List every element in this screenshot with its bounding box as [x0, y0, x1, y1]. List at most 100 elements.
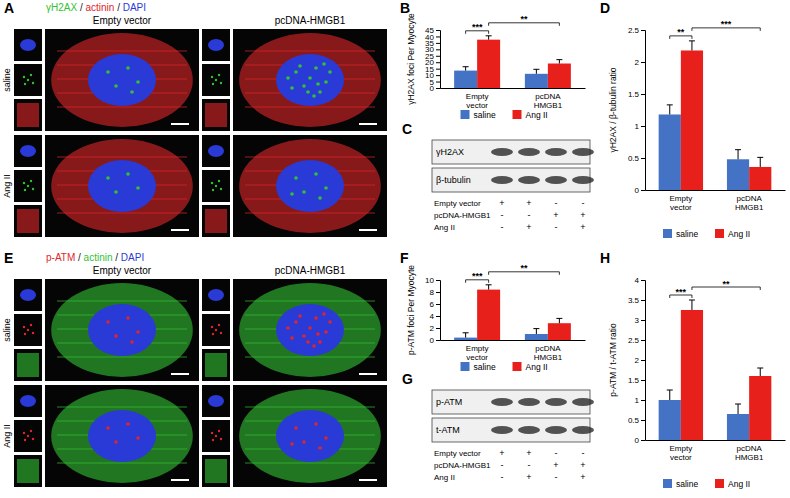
y-tick: 3.5 [628, 296, 645, 305]
condition-sign: + [526, 448, 531, 458]
thumb-focus [218, 324, 220, 326]
condition-sign: + [580, 222, 585, 232]
tick-mark [436, 328, 440, 329]
tick-mark [436, 340, 440, 341]
y-tick: 10 [425, 276, 440, 285]
legend: salineAng II [461, 362, 548, 372]
thumb-focus [218, 74, 220, 76]
focus [286, 76, 290, 80]
thumb-cytoplasm [17, 353, 39, 377]
tick-label: 1 [635, 122, 640, 131]
thumbnail [202, 279, 230, 311]
blot-band [545, 176, 567, 184]
scale-bar [171, 123, 189, 125]
tick-label-line: vector [466, 101, 488, 110]
thumb-focus [211, 76, 213, 78]
focus [294, 176, 298, 180]
column-label: pcDNA-HMGB1 [275, 15, 346, 26]
micrograph [233, 135, 387, 237]
stain-separator: / [113, 252, 121, 263]
row-label: saline [2, 318, 12, 342]
y-tick: 0 [430, 336, 440, 345]
tick-mark [436, 56, 440, 57]
thumbnail [202, 205, 230, 237]
figure: AγH2AX / actinin / DAPIEmpty vectorsalin… [0, 0, 790, 498]
stain-separator: / [75, 252, 83, 263]
micrograph [233, 385, 387, 487]
blot-band [518, 176, 540, 184]
tick-label-line: pcDNA [736, 444, 762, 453]
condition-label: pcDNA-HMGB1 [434, 211, 491, 220]
tick-mark [641, 62, 645, 63]
tick-mark [641, 440, 645, 441]
focus [328, 320, 332, 324]
legend-swatch [461, 362, 470, 371]
legend-label: Ang II [526, 110, 548, 120]
striation [57, 356, 187, 358]
thumbnail [202, 29, 230, 61]
blot-strip [432, 168, 590, 192]
focus [290, 442, 294, 446]
tick-mark [641, 360, 645, 361]
bar [749, 376, 771, 440]
condition-label: Ang II [434, 223, 455, 232]
micrograph [45, 29, 199, 131]
condition-label: Empty vector [434, 449, 481, 458]
micrograph [233, 29, 387, 131]
tick-mark [641, 126, 645, 127]
nucleus [88, 410, 156, 462]
tick-label: 2 [635, 58, 640, 67]
thumb-nucleus [208, 395, 224, 407]
axis-line [436, 281, 441, 341]
focus [316, 332, 320, 336]
micrograph [45, 135, 199, 237]
striation [57, 50, 187, 52]
thumb-focus [23, 432, 25, 434]
tick-label: 0 [635, 436, 640, 445]
condition-sign: - [501, 210, 504, 220]
y-tick: 0.5 [628, 416, 645, 425]
tick-label: 2 [430, 324, 435, 333]
tick-mark [641, 320, 645, 321]
thumbnail [202, 385, 230, 417]
stain-name: γH2AX [46, 2, 77, 13]
row-label: Ang II [2, 174, 12, 198]
focus [106, 70, 110, 74]
condition-sign: + [580, 210, 585, 220]
stain-header: p-ATM / actinin / DAPI [46, 252, 144, 263]
y-tick: 4 [430, 312, 440, 321]
scale-bar [359, 123, 377, 125]
thumb-nucleus [208, 39, 224, 51]
legend-label: Ang II [728, 479, 750, 489]
cytoplasm [51, 33, 193, 127]
tick-mark [641, 190, 645, 191]
focus [114, 84, 118, 88]
thumbnail [202, 314, 230, 346]
focus [306, 90, 310, 94]
panel-letter: H [600, 250, 610, 266]
legend-label: Ang II [526, 362, 548, 372]
striation [57, 300, 187, 302]
focus [114, 440, 118, 444]
tick-label-line: vector [466, 353, 488, 362]
thumb-focus [220, 332, 222, 334]
condition-sign: + [526, 222, 531, 232]
tick-label: 2.5 [628, 26, 640, 35]
micrograph [45, 279, 199, 381]
y-axis: 0246810 [425, 276, 440, 345]
y-tick: 1.5 [628, 376, 645, 385]
tick-label-line: Empty [466, 92, 489, 101]
band-label: t-ATM [436, 425, 460, 435]
tick-label: pcDNAHMGB1 [534, 344, 563, 362]
nucleus [88, 160, 156, 212]
bar [525, 334, 548, 340]
nucleus [276, 54, 344, 106]
legend-swatch [663, 479, 672, 488]
focus [314, 422, 318, 426]
striation [245, 50, 375, 52]
focus [290, 192, 294, 196]
condition-sign: - [528, 460, 531, 470]
focus [316, 82, 320, 86]
x-tick: pcDNAHMGB1 [534, 92, 563, 110]
blot-panel: Gp-ATMt-ATMEmpty vector++--pcDNA-HMGB1--… [402, 371, 594, 482]
